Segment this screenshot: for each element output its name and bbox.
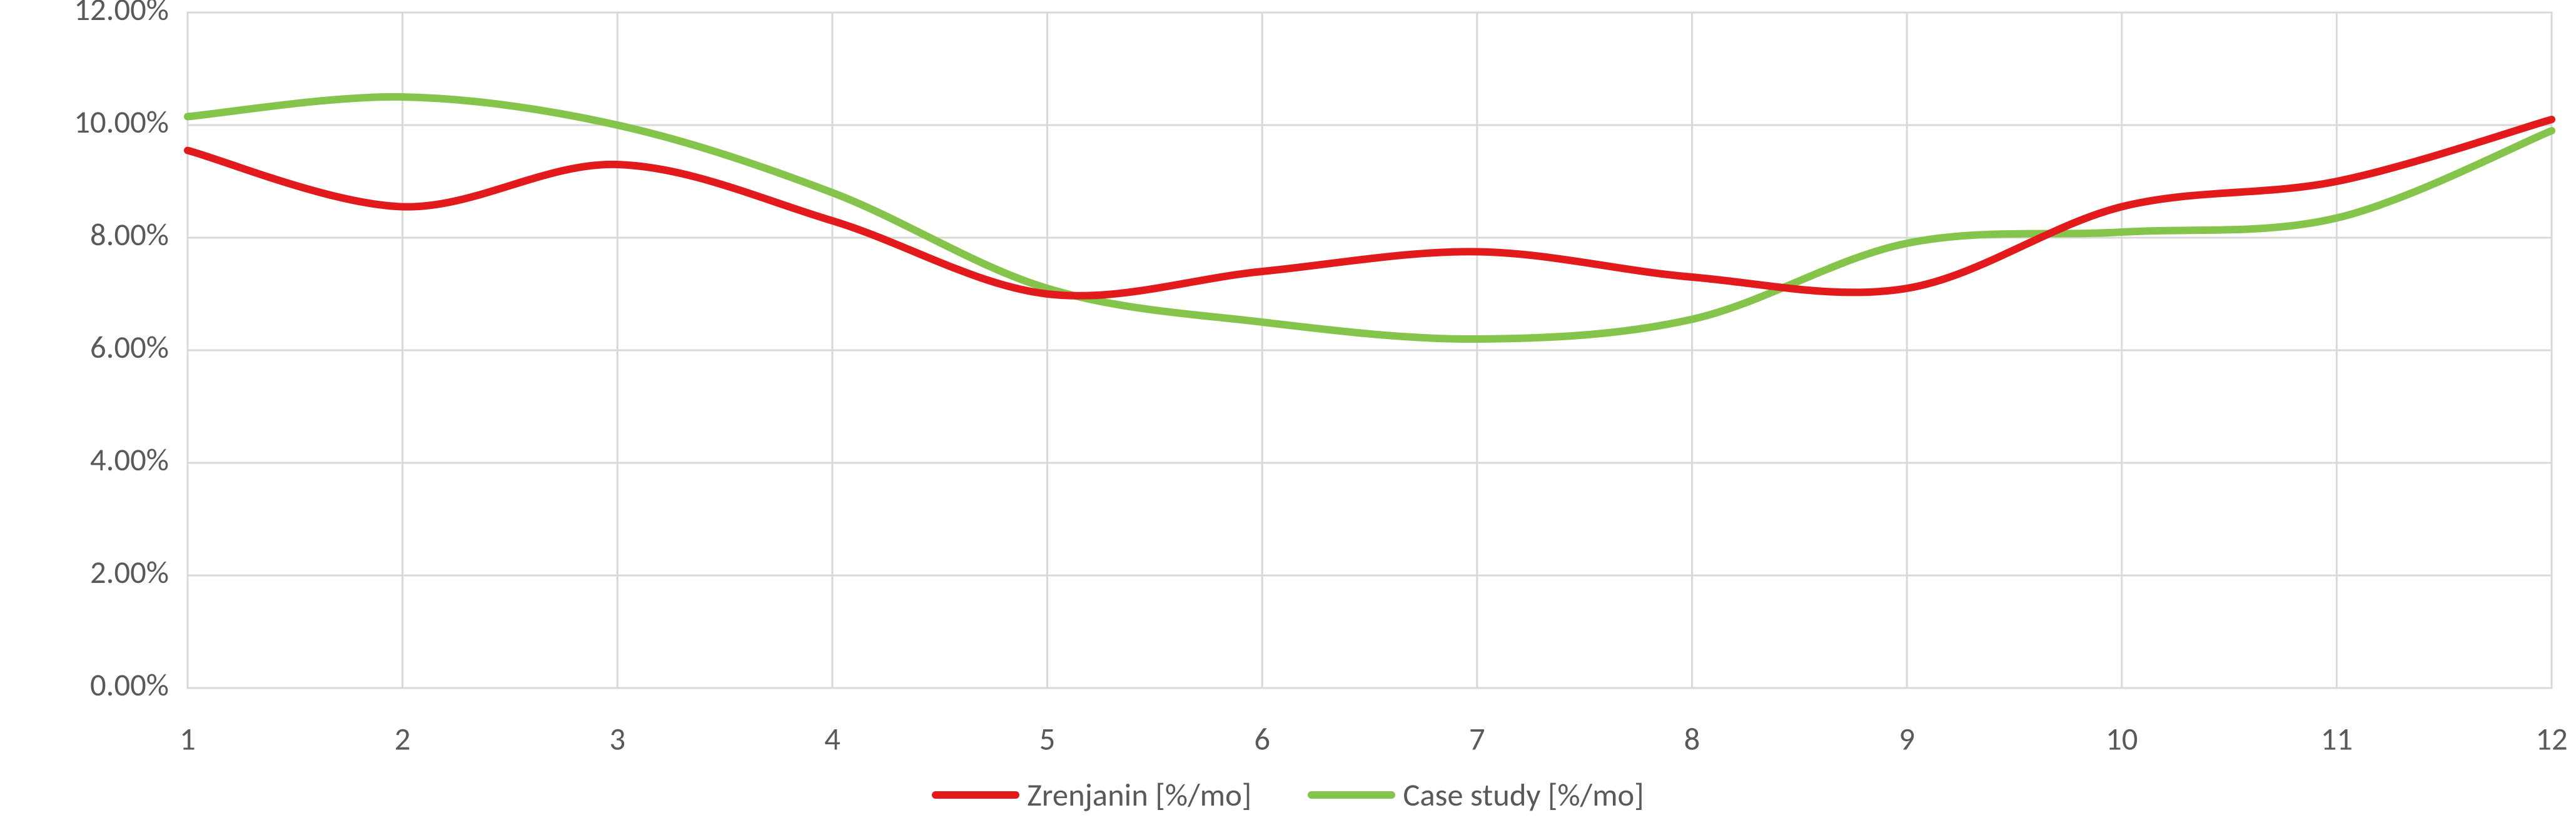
x-tick-label: 10: [2106, 719, 2138, 758]
x-tick-label: 7: [1469, 719, 1485, 758]
chart-svg: 0.00%2.00%4.00%6.00%8.00%10.00%12.00%123…: [0, 0, 2576, 835]
legend: Zrenjanin [%/mo] Case study [%/mo]: [0, 776, 2576, 814]
x-tick-label: 1: [179, 719, 196, 758]
x-tick-label: 8: [1684, 719, 1700, 758]
y-tick-label: 2.00%: [90, 553, 169, 592]
x-tick-label: 4: [824, 719, 841, 758]
y-tick-label: 8.00%: [90, 215, 169, 254]
y-tick-label: 0.00%: [90, 665, 169, 704]
x-tick-label: 3: [609, 719, 625, 758]
line-chart: 0.00%2.00%4.00%6.00%8.00%10.00%12.00%123…: [0, 0, 2576, 835]
y-tick-label: 6.00%: [90, 328, 169, 367]
x-tick-label: 12: [2535, 719, 2567, 758]
x-tick-label: 11: [2321, 719, 2353, 758]
legend-label: Case study [%/mo]: [1403, 776, 1644, 814]
x-tick-label: 5: [1039, 719, 1056, 758]
legend-item: Zrenjanin [%/mo]: [932, 776, 1251, 814]
legend-swatch: [932, 791, 1019, 799]
x-tick-label: 9: [1899, 719, 1915, 758]
y-tick-label: 4.00%: [90, 440, 169, 479]
legend-label: Zrenjanin [%/mo]: [1027, 776, 1251, 814]
x-tick-label: 2: [395, 719, 411, 758]
legend-swatch: [1308, 791, 1395, 799]
y-tick-label: 10.00%: [74, 103, 169, 141]
legend-item: Case study [%/mo]: [1308, 776, 1644, 814]
x-tick-label: 6: [1254, 719, 1270, 758]
y-tick-label: 12.00%: [74, 0, 169, 29]
